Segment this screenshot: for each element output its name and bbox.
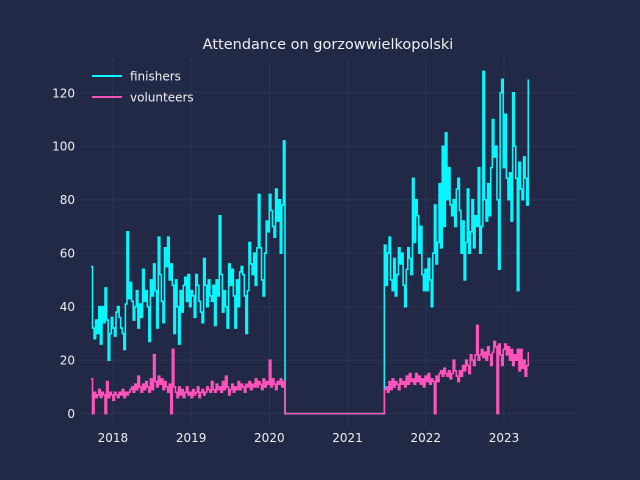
legend-label-volunteers: volunteers	[130, 91, 194, 105]
x-tick-label: 2020	[254, 431, 285, 445]
y-tick-label: 100	[52, 140, 75, 154]
legend: finishers volunteers	[92, 70, 194, 105]
series-line-finishers	[90, 70, 530, 415]
x-axis: 2018 2019 2020 2021 2022 2023	[98, 431, 520, 445]
chart-title: Attendance on gorzowwielkopolski	[203, 37, 454, 53]
x-tick-label: 2019	[176, 431, 207, 445]
series-line-volunteers	[90, 324, 530, 415]
y-tick-label: 20	[60, 354, 75, 368]
y-axis: 0 20 40 60 80 100 120	[52, 86, 75, 421]
series-layer	[90, 70, 530, 415]
x-tick-label: 2018	[98, 431, 129, 445]
legend-label-finishers: finishers	[130, 70, 181, 84]
y-tick-label: 80	[60, 193, 75, 207]
y-tick-label: 60	[60, 247, 75, 261]
y-tick-label: 0	[67, 407, 75, 421]
x-tick-label: 2021	[332, 431, 363, 445]
y-tick-label: 40	[60, 300, 75, 314]
y-tick-label: 120	[52, 86, 75, 100]
x-tick-label: 2023	[489, 431, 520, 445]
x-tick-label: 2022	[411, 431, 442, 445]
